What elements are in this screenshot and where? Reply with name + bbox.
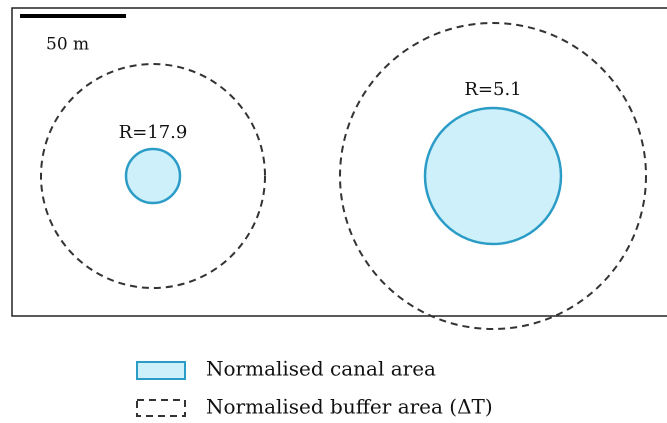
legend-swatch bbox=[136, 361, 186, 380]
legend-swatch bbox=[136, 399, 186, 417]
buffer-area bbox=[339, 22, 647, 330]
legend-label: Normalised buffer area (ΔT) bbox=[206, 395, 493, 419]
ratio-label: R=5.1 bbox=[464, 79, 521, 100]
canal-area bbox=[124, 147, 182, 205]
buffer-area bbox=[40, 63, 266, 289]
ratio-label: R=17.9 bbox=[119, 122, 188, 143]
legend-label: Normalised canal area bbox=[206, 357, 436, 381]
canal-area bbox=[423, 106, 563, 246]
frame bbox=[11, 7, 667, 317]
scale-label: 50 m bbox=[46, 35, 89, 55]
